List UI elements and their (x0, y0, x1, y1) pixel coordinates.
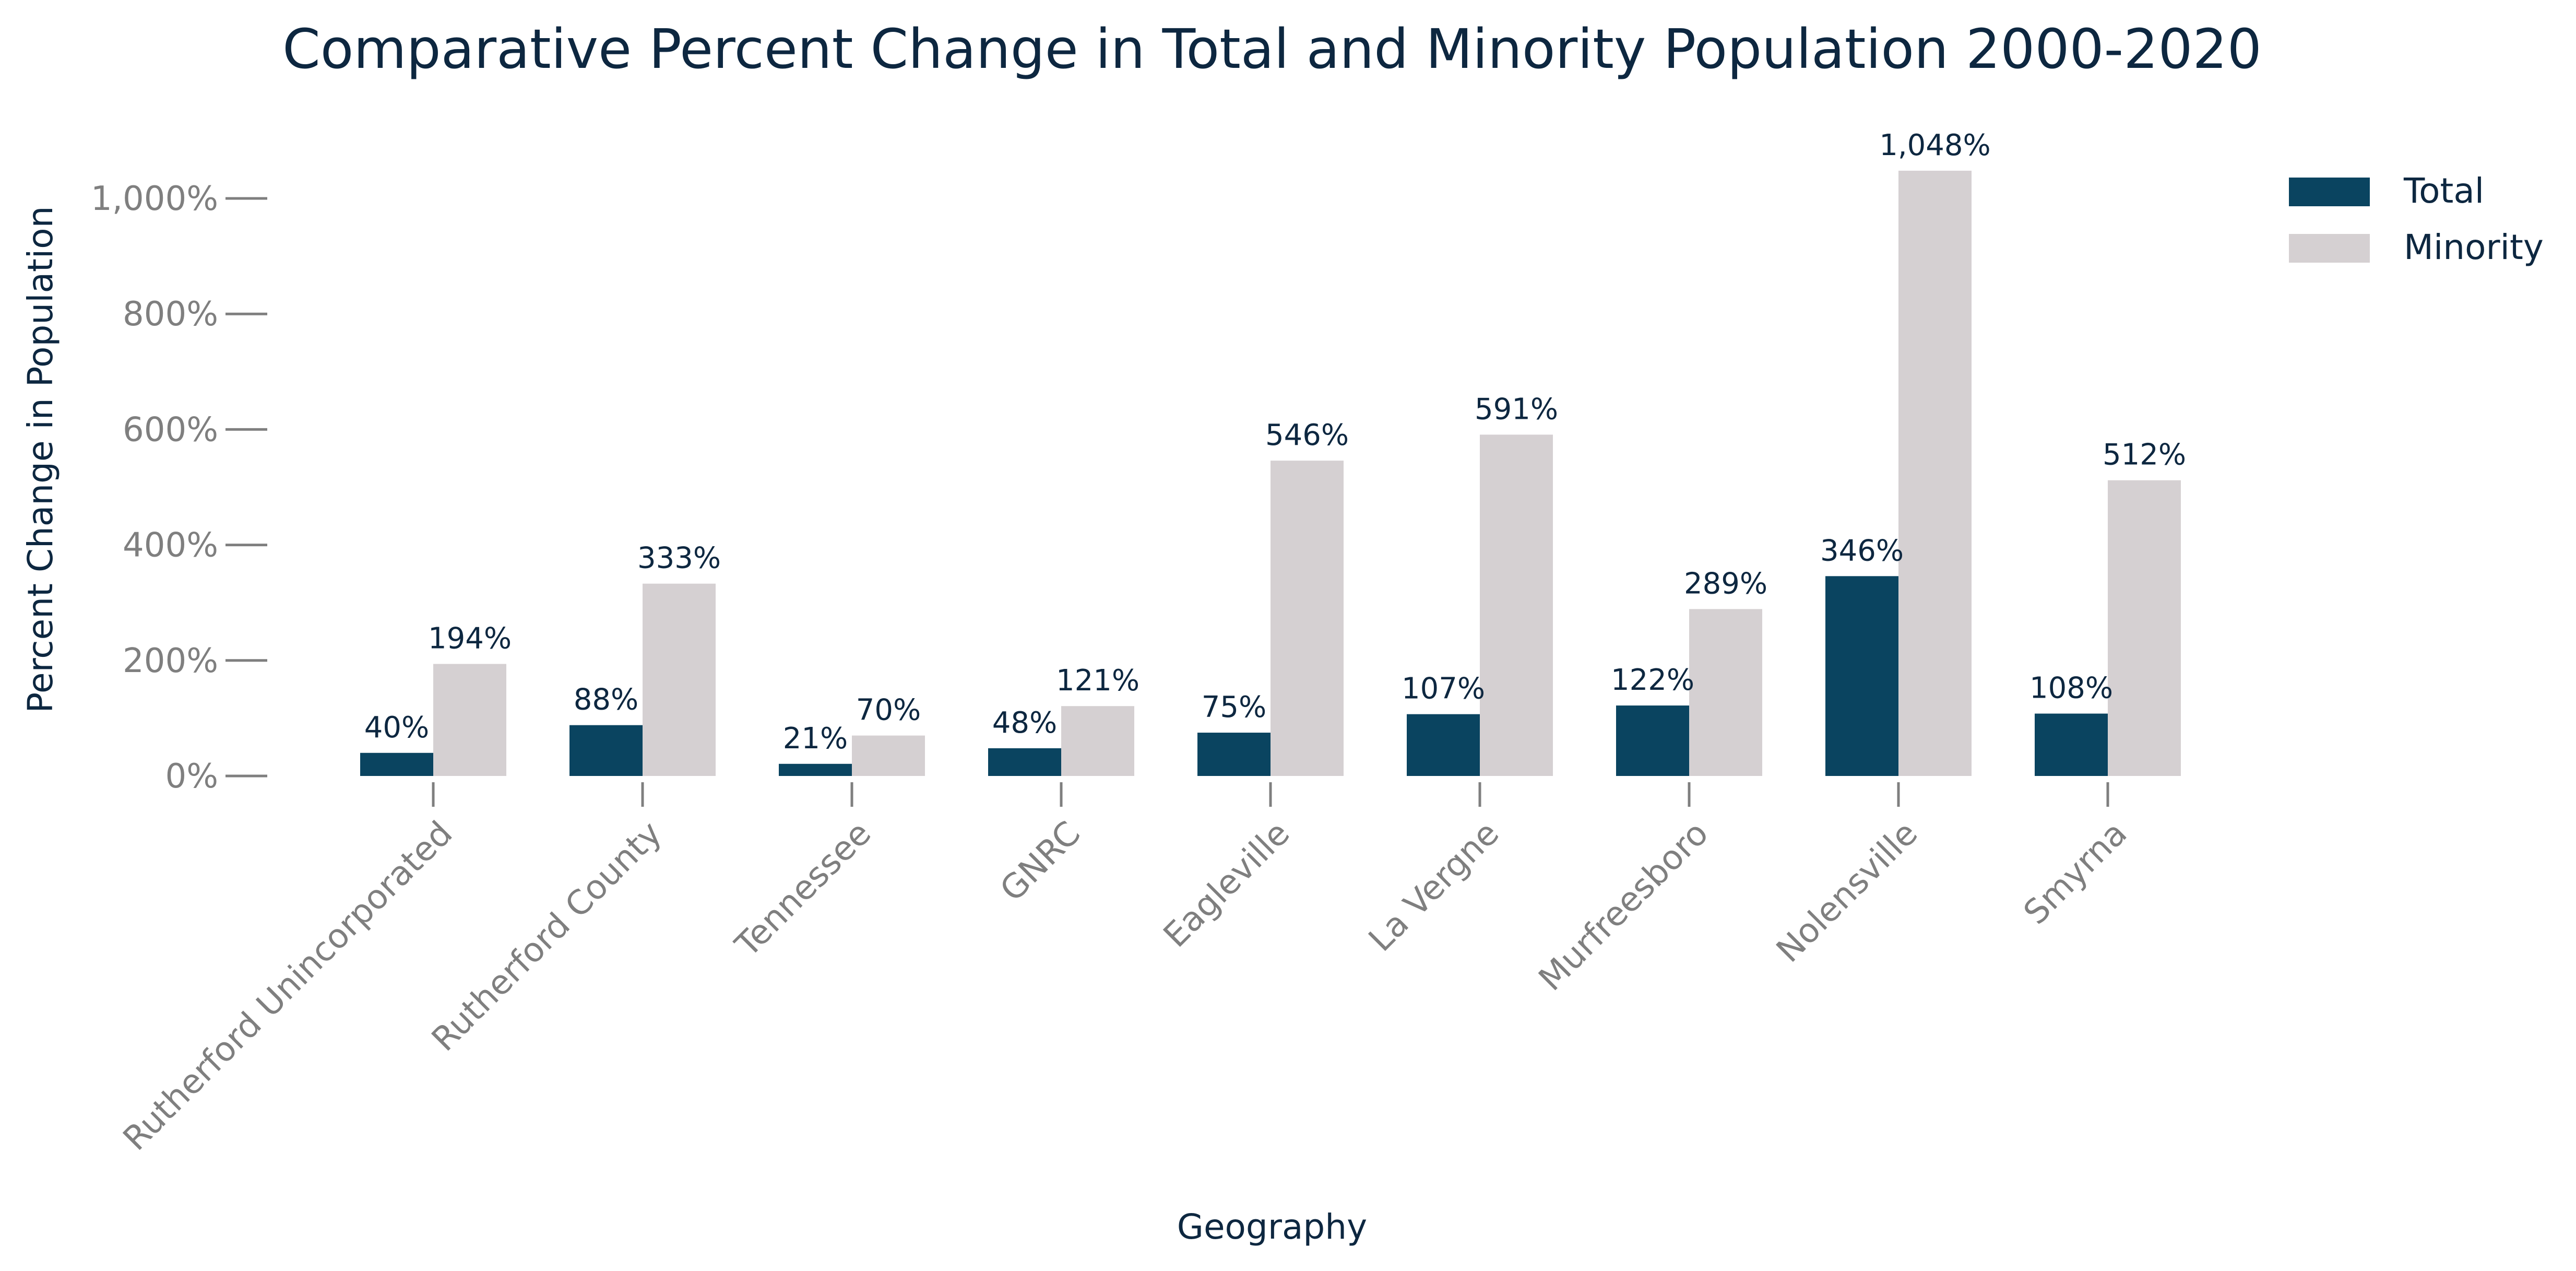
y-axis-title: Percent Change in Population (20, 206, 61, 713)
bar-minority (1689, 609, 1762, 776)
x-tick-label: Nolensville (1769, 814, 1925, 970)
data-label-minority: 194% (428, 621, 512, 655)
y-tick-label: 200% (123, 642, 218, 680)
y-tick-label: 400% (123, 526, 218, 565)
bar-minority (433, 664, 506, 776)
x-tick-label: Rutherford Unincorporated (116, 814, 460, 1158)
x-tick-label: La Vergne (1361, 814, 1506, 959)
x-tick-label: Tennessee (728, 814, 879, 965)
data-label-total: 122% (1611, 663, 1694, 697)
data-label-total: 40% (364, 711, 429, 745)
data-label-minority: 591% (1475, 392, 1558, 426)
x-tick-label: Smyrna (2016, 814, 2134, 932)
x-axis-title: Geography (1177, 1207, 1367, 1247)
y-axis: 0% 200% 400% 600% 800% 1,000% (91, 180, 267, 796)
bar-minority (1061, 706, 1134, 776)
data-label-total: 48% (992, 706, 1057, 740)
bar-total (360, 752, 433, 776)
legend-label-total: Total (2403, 171, 2484, 211)
data-label-minority: 289% (1684, 567, 1767, 601)
y-tick-label: 0% (165, 757, 218, 796)
bar-total (779, 763, 852, 776)
data-label-total: 108% (2029, 672, 2113, 705)
chart-title: Comparative Percent Change in Total and … (282, 17, 2262, 81)
bar-minority (643, 583, 716, 776)
y-tick-label: 1,000% (91, 180, 218, 218)
data-label-minority: 121% (1056, 664, 1139, 698)
y-tick-label: 600% (123, 410, 218, 449)
data-label-total: 21% (783, 722, 848, 756)
bar-total (569, 725, 643, 776)
legend-label-minority: Minority (2404, 227, 2544, 267)
bar-minority (1271, 461, 1344, 776)
data-label-minority: 546% (1265, 418, 1349, 452)
bar-minority (1480, 434, 1553, 776)
bar-minority (2108, 480, 2181, 776)
bar-total (1825, 576, 1898, 776)
bar-total (1197, 733, 1271, 776)
bar-total (1616, 705, 1689, 776)
data-labels: 40% 88% 21% 48% 75% 107% 122% 346% 108% 194% 333% 7… (364, 128, 2186, 756)
x-tick-label: Rutherford County (424, 814, 669, 1059)
data-label-minority: 70% (856, 693, 921, 727)
data-label-total: 88% (574, 683, 638, 717)
bar-total (988, 748, 1061, 776)
legend: Total Minority (2289, 171, 2544, 267)
legend-swatch-minority (2289, 234, 2370, 263)
data-label-minority: 1,048% (1879, 128, 1991, 162)
legend-swatch-total (2289, 178, 2370, 206)
x-tick-label: Eagleville (1156, 814, 1297, 955)
data-label-minority: 512% (2103, 438, 2186, 472)
bars (360, 170, 2181, 776)
bar-total (1407, 714, 1480, 776)
data-label-total: 75% (1202, 690, 1266, 724)
x-tick-label: Murfreesboro (1532, 814, 1716, 998)
x-tick-label: GNRC (993, 814, 1088, 909)
bar-minority (852, 735, 925, 776)
bar-total (2035, 713, 2108, 776)
data-label-total: 346% (1820, 534, 1904, 568)
data-label-total: 107% (1402, 672, 1485, 706)
data-label-minority: 333% (637, 542, 721, 575)
y-tick-label: 800% (123, 295, 218, 334)
bar-minority (1898, 170, 1972, 776)
